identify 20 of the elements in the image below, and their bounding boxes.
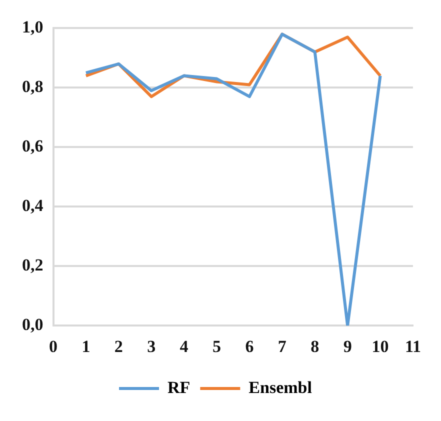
- x-tick-label: 5: [212, 337, 222, 356]
- x-tick-label: 1: [82, 337, 90, 356]
- x-tick-label: 0: [49, 337, 58, 356]
- x-tick-label: 2: [114, 337, 123, 356]
- y-tick-label: 0,0: [22, 314, 44, 334]
- x-tick-label: 6: [245, 337, 254, 356]
- x-tick-label: 11: [404, 337, 421, 356]
- y-tick-label: 0,8: [22, 77, 44, 96]
- x-tick-label: 3: [147, 337, 156, 356]
- y-tick-label: 0,4: [22, 196, 44, 216]
- y-tick-label: 1,0: [22, 18, 44, 37]
- legend-label: RF: [168, 378, 190, 397]
- x-tick-label: 8: [310, 337, 320, 356]
- x-tick-label: 4: [180, 337, 189, 356]
- x-tick-label: 10: [372, 337, 389, 356]
- x-tick-label: 9: [343, 337, 352, 356]
- y-tick-label: 0,6: [22, 136, 44, 156]
- x-tick-label: 7: [278, 337, 287, 356]
- legend-label: Ensembl: [248, 378, 312, 397]
- y-tick-label: 0,2: [22, 256, 44, 275]
